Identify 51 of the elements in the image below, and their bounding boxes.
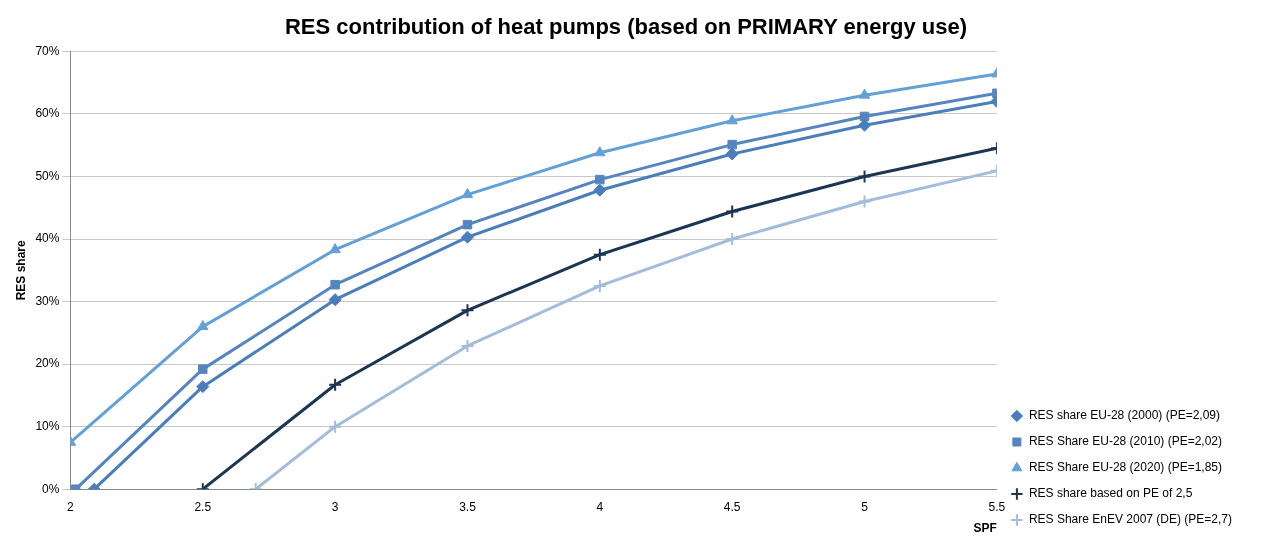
legend-label: RES Share EnEV 2007 (DE) (PE=2,7): [1028, 512, 1233, 527]
point: [196, 380, 210, 394]
x-tick-label: 3: [331, 499, 339, 514]
point: [328, 293, 342, 307]
point: [461, 188, 474, 199]
x-axis-title: SPF: [973, 521, 997, 536]
y-tick-label: 50%: [35, 168, 60, 183]
x-tick-label: 3.5: [459, 499, 477, 514]
legend-label: RES share based on PE of 2,5: [1028, 486, 1193, 501]
y-tick-label: 30%: [35, 293, 60, 308]
point: [725, 147, 739, 161]
point: [198, 364, 208, 374]
y-tick-label: 60%: [35, 106, 60, 121]
x-tick-label: 5: [861, 499, 869, 514]
point: [726, 114, 738, 125]
x-tick-label: 4: [596, 499, 604, 514]
point: [328, 419, 343, 434]
y-tick-label: 40%: [35, 231, 60, 246]
legend-label: RES Share EU-28 (2010) (PE=2,02): [1028, 434, 1223, 449]
y-tick-label: 0%: [42, 481, 60, 496]
point: [460, 230, 474, 244]
point: [460, 338, 475, 353]
point: [858, 118, 872, 132]
chart-title: RES contribution of heat pumps (based on PRIMARY energy use): [284, 14, 968, 40]
point: [329, 243, 341, 254]
point: [725, 232, 740, 247]
point: [594, 146, 606, 157]
y-tick-label: 10%: [35, 418, 60, 433]
point: [462, 219, 473, 230]
point: [593, 183, 607, 197]
point: [858, 88, 871, 99]
point: [460, 303, 475, 318]
point: [595, 174, 605, 185]
point: [592, 247, 607, 262]
point: [330, 279, 340, 290]
y-axis-title: RES share: [13, 239, 28, 301]
point: [328, 377, 343, 392]
point: [197, 320, 209, 331]
point: [727, 139, 737, 150]
y-tick-label: 70%: [35, 43, 60, 58]
legend-label: RES share EU-28 (2000) (PE=2,09): [1028, 408, 1220, 423]
x-tick-label: 2: [67, 499, 75, 514]
legend-label: RES Share EU-28 (2020) (PE=1,85): [1028, 460, 1223, 475]
x-tick-label: 5.5: [988, 499, 1006, 514]
point: [857, 169, 872, 184]
point: [857, 194, 872, 209]
x-tick-label: 2.5: [194, 499, 212, 514]
point: [725, 204, 740, 219]
point: [592, 278, 607, 293]
y-tick-label: 20%: [35, 356, 60, 371]
x-tick-label: 4.5: [723, 499, 741, 514]
